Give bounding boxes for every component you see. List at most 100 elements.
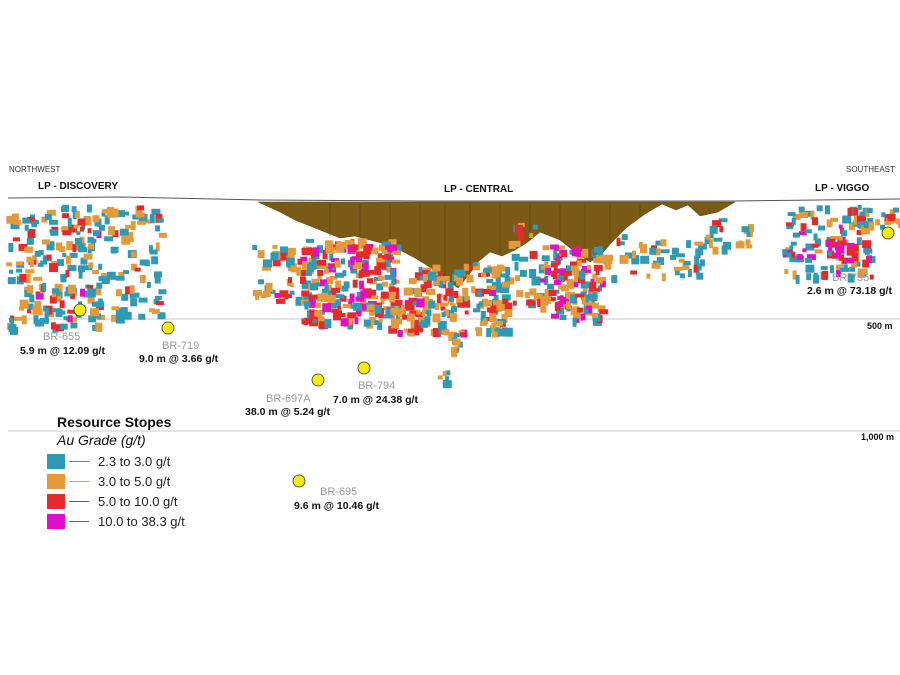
stope-block	[674, 268, 680, 276]
stope-block	[32, 305, 41, 315]
stope-block	[526, 299, 536, 306]
stope-block	[69, 252, 78, 258]
stope-block	[130, 298, 138, 307]
stope-block	[62, 252, 67, 257]
stope-block	[385, 309, 394, 318]
stope-block	[463, 263, 469, 271]
stope-block	[355, 257, 362, 267]
stope-block	[511, 253, 520, 261]
stope-block	[442, 371, 447, 376]
drillhole-marker-br-794[interactable]	[357, 361, 371, 375]
drillhole-id: BR-695	[320, 486, 358, 498]
stope-block	[836, 270, 841, 278]
stope-block	[621, 234, 628, 241]
stope-block	[42, 282, 47, 291]
drillhole-marker-br-655[interactable]	[73, 303, 87, 317]
stope-block	[397, 330, 403, 338]
stope-block	[497, 328, 506, 337]
stope-block	[898, 222, 900, 229]
stope-block	[857, 215, 866, 224]
stope-block	[384, 250, 389, 259]
stope-block	[27, 217, 36, 222]
stope-block	[115, 307, 124, 316]
stope-block	[448, 331, 458, 341]
stope-block	[40, 260, 48, 265]
stope-block	[412, 301, 417, 306]
stope-block	[62, 213, 70, 219]
stope-block	[505, 276, 511, 282]
stope-block	[501, 294, 511, 301]
stope-block	[443, 276, 450, 281]
stope-block	[27, 285, 33, 294]
stope-block	[87, 295, 95, 304]
stope-block	[327, 295, 336, 303]
stope-block	[428, 300, 436, 309]
stope-block	[709, 231, 714, 239]
stope-block	[529, 269, 537, 278]
drillhole-marker-br-719[interactable]	[161, 321, 175, 335]
stope-block	[712, 246, 719, 255]
stope-block	[598, 285, 602, 292]
stope-block	[388, 325, 398, 334]
stope-block	[708, 239, 713, 249]
stope-block	[26, 256, 32, 263]
stope-block	[155, 213, 163, 223]
stope-block	[787, 212, 796, 217]
stope-block	[542, 296, 551, 304]
stope-block	[106, 208, 115, 218]
stope-block	[408, 329, 416, 337]
stope-block	[265, 282, 273, 292]
stope-block	[322, 303, 332, 313]
stope-block	[495, 277, 501, 286]
stope-block	[27, 303, 34, 310]
stope-block	[151, 208, 161, 215]
stope-block	[111, 248, 117, 254]
stope-block	[334, 260, 341, 268]
drillhole-marker-br-697a[interactable]	[311, 373, 325, 387]
drillhole-marker-br-695[interactable]	[292, 474, 306, 488]
stope-block	[77, 218, 86, 226]
stope-block	[651, 262, 661, 269]
legend-line	[69, 460, 89, 462]
stope-block	[402, 314, 408, 320]
stope-block	[456, 269, 465, 277]
stope-block	[381, 249, 389, 254]
stope-block	[671, 247, 679, 255]
stope-block	[841, 257, 848, 264]
stope-block	[437, 271, 442, 278]
stope-block	[400, 304, 405, 314]
stope-block	[578, 270, 585, 280]
stope-block	[849, 222, 855, 231]
stope-block	[95, 323, 103, 332]
stope-block	[576, 248, 581, 257]
stope-block	[104, 215, 110, 225]
stope-block	[492, 282, 501, 289]
stope-block	[437, 375, 443, 380]
drillhole-marker-br-735[interactable]	[881, 226, 895, 240]
legend-swatch	[47, 453, 65, 469]
stope-block	[632, 250, 636, 259]
stope-block	[344, 240, 354, 250]
stope-block	[80, 226, 84, 232]
stope-block	[483, 267, 492, 273]
stope-block	[21, 315, 27, 325]
stope-block	[19, 273, 27, 282]
stope-block	[792, 232, 800, 238]
stope-block	[46, 254, 52, 260]
stope-block	[487, 285, 497, 294]
stope-block	[704, 237, 710, 244]
stope-block	[54, 283, 63, 292]
stope-block	[875, 219, 881, 226]
stope-block	[359, 280, 365, 290]
stope-block	[339, 295, 347, 302]
northwest-label: NORTHWEST	[9, 165, 61, 174]
legend-subtitle: Au Grade (g/t)	[57, 432, 146, 448]
stope-block	[857, 204, 862, 210]
stope-block	[255, 292, 259, 300]
stope-block	[464, 310, 469, 315]
stope-block	[262, 265, 272, 271]
stope-block	[792, 213, 801, 220]
stope-block	[616, 238, 621, 247]
stope-block	[795, 274, 800, 284]
stope-block	[719, 226, 724, 233]
